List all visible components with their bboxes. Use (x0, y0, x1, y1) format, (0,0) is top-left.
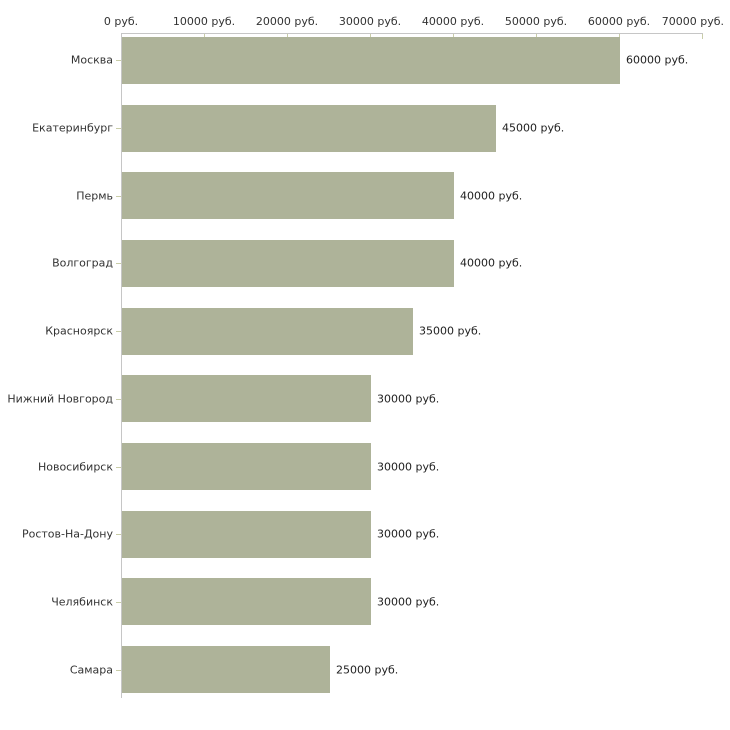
value-label: 35000 руб. (419, 324, 482, 338)
value-label: 40000 руб. (460, 189, 523, 203)
bar (122, 308, 413, 355)
value-label: 40000 руб. (460, 256, 523, 270)
x-axis-tick-label: 70000 руб. (661, 15, 724, 28)
value-label: 60000 руб. (626, 53, 689, 67)
x-axis-tick-mark (619, 34, 620, 39)
x-axis-tick-mark (204, 34, 205, 39)
y-axis-tick-mark (116, 196, 121, 197)
y-axis-tick-mark (116, 467, 121, 468)
x-axis-tick-mark (453, 34, 454, 39)
category-label: Новосибирск (37, 460, 113, 474)
value-label: 30000 руб. (377, 460, 440, 474)
x-axis-tick-mark (287, 34, 288, 39)
y-axis-tick-mark (116, 331, 121, 332)
y-axis-tick-mark (116, 399, 121, 400)
y-axis-line (121, 33, 122, 698)
x-axis-tick-label: 60000 руб. (587, 15, 651, 28)
bar (122, 511, 371, 558)
category-label: Ростов-На-Дону (21, 527, 113, 541)
category-label: Пермь (76, 189, 113, 203)
y-axis-tick-mark (116, 602, 121, 603)
value-label: 30000 руб. (377, 392, 440, 406)
category-label: Екатеринбург (32, 121, 113, 135)
y-axis-tick-mark (116, 670, 121, 671)
x-axis-tick-label: 10000 руб. (172, 15, 236, 28)
bar (122, 172, 454, 219)
bar (122, 105, 496, 152)
x-axis-tick-mark (536, 34, 537, 39)
x-axis-line (121, 33, 703, 34)
x-axis-tick-mark (370, 34, 371, 39)
value-label: 25000 руб. (336, 663, 399, 677)
x-axis-tick-label: 30000 руб. (338, 15, 402, 28)
bar (122, 578, 371, 625)
y-axis-tick-mark (116, 128, 121, 129)
x-axis-tick-label: 40000 руб. (421, 15, 485, 28)
bar (122, 646, 330, 693)
y-axis-tick-mark (116, 534, 121, 535)
value-label: 30000 руб. (377, 595, 440, 609)
category-label: Москва (70, 53, 113, 67)
bar (122, 37, 620, 84)
bar (122, 240, 454, 287)
category-label: Красноярск (45, 324, 113, 338)
x-axis-tick-label: 50000 руб. (504, 15, 568, 28)
bar (122, 375, 371, 422)
y-axis-tick-mark (116, 60, 121, 61)
x-axis-tick-label: 20000 руб. (255, 15, 319, 28)
category-label: Самара (69, 663, 113, 677)
category-label: Челябинск (51, 595, 113, 609)
x-axis-tick-mark (702, 34, 703, 39)
x-axis-tick-label: 0 руб. (103, 15, 139, 28)
category-label: Нижний Новгород (7, 392, 113, 406)
value-label: 30000 руб. (377, 527, 440, 541)
y-axis-tick-mark (116, 263, 121, 264)
category-label: Волгоград (52, 256, 113, 270)
bar (122, 443, 371, 490)
value-label: 45000 руб. (502, 121, 565, 135)
